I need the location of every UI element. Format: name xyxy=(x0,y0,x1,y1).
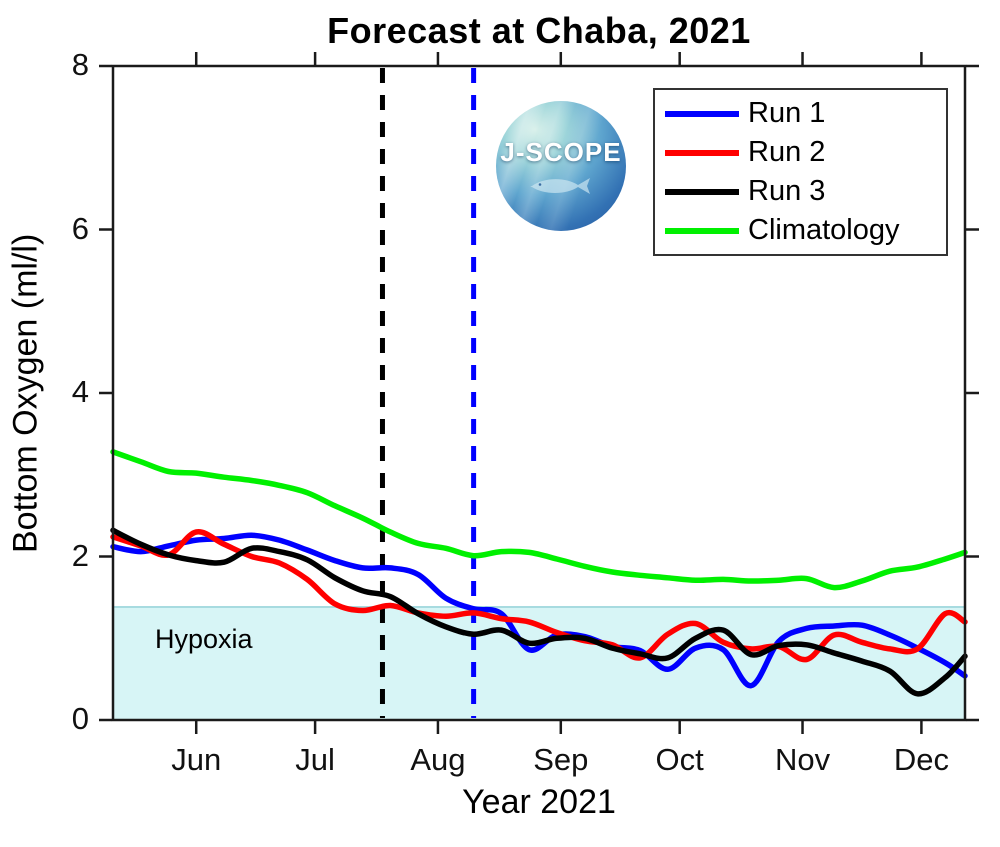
series-line-climatology xyxy=(110,449,968,591)
x-tick-label-jun: Jun xyxy=(171,742,222,777)
y-tick-label-8: 8 xyxy=(71,47,89,82)
x-tick-label-nov: Nov xyxy=(774,742,831,777)
y-tick-label-2: 2 xyxy=(71,537,89,573)
series-line-run-1 xyxy=(110,532,968,689)
fish-icon xyxy=(530,177,590,194)
x-tick-label-dec: Dec xyxy=(893,742,949,777)
jscope-logo-text: J-SCOPE xyxy=(500,136,622,167)
series-line-run-2 xyxy=(110,529,968,663)
jscope-logo: J-SCOPE xyxy=(496,101,626,231)
x-tick-label-sep: Sep xyxy=(533,742,589,777)
legend-line-swatch xyxy=(665,149,739,156)
legend-label: Run 3 xyxy=(748,175,826,207)
y-tick-label-6: 6 xyxy=(71,210,89,246)
plot-frame xyxy=(111,64,967,722)
legend-entry-climatology: Climatology xyxy=(655,216,946,245)
x-axis-label: Year 2021 xyxy=(462,783,616,821)
legend-entry-run-1: Run 1 xyxy=(655,99,946,128)
legend-label: Run 1 xyxy=(748,97,826,129)
plot-area: Hypoxia J-SCOPE Run 1 Run 2 Run 3 Climatolo… xyxy=(72,47,979,777)
legend-line-swatch xyxy=(665,227,739,234)
y-tick-label-0: 0 xyxy=(71,701,89,736)
chart-canvas xyxy=(99,52,979,734)
x-tick-label-jul: Jul xyxy=(295,742,335,777)
series-line-run-3 xyxy=(110,527,968,697)
legend-line-swatch xyxy=(665,110,739,117)
x-tick-label-oct: Oct xyxy=(655,742,704,777)
y-tick-label-4: 4 xyxy=(71,374,89,409)
legend-entry-run-2: Run 2 xyxy=(655,138,946,167)
legend-label: Climatology xyxy=(748,214,900,246)
hypoxia-label: Hypoxia xyxy=(155,624,253,654)
legend-entry-run-3: Run 3 xyxy=(655,177,946,206)
legend-rows: Run 1 Run 2 Run 3 Climatology xyxy=(655,94,946,250)
legend-line-swatch xyxy=(665,188,739,195)
x-tick-label-aug: Aug xyxy=(410,742,466,777)
legend: Run 1 Run 2 Run 3 Climatology xyxy=(653,88,948,256)
legend-label: Run 2 xyxy=(748,136,826,168)
chart-title: Forecast at Chaba, 2021 xyxy=(327,10,751,51)
